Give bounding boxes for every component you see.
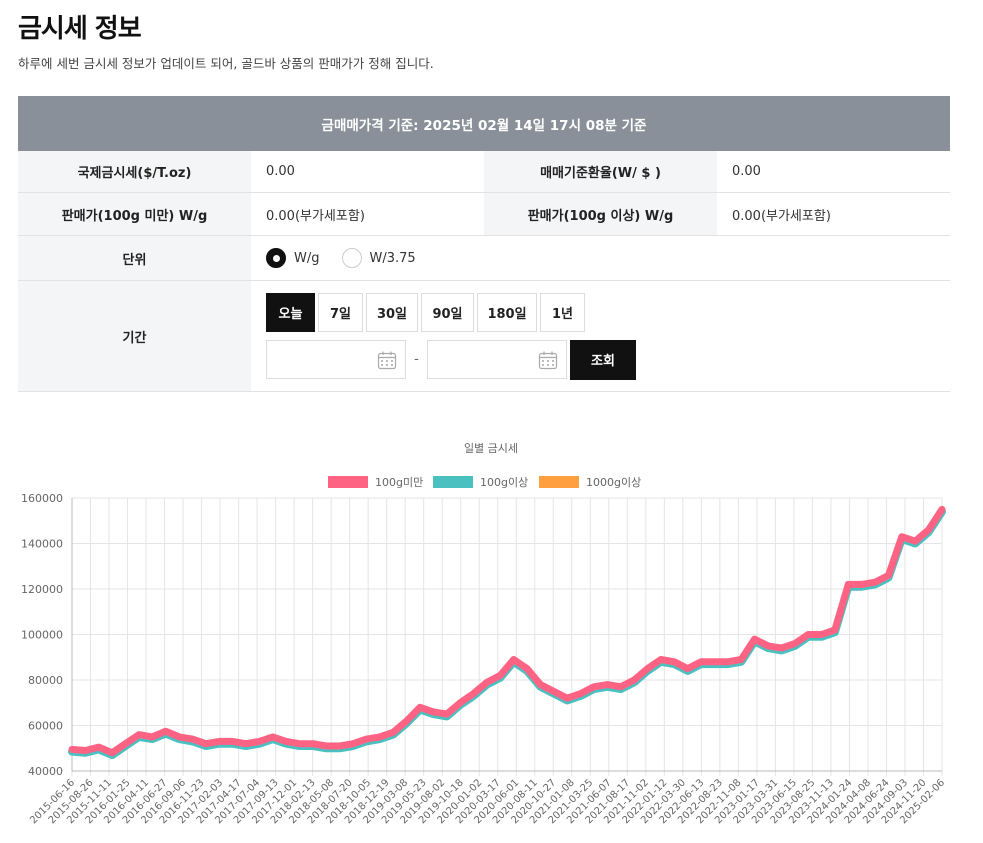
intl-price-label: 국제금시세($/T.oz)	[18, 151, 251, 192]
fx-rate-label: 매매기준환율(W/ $ )	[484, 151, 717, 192]
row-period: 기간 오늘 7일 30일 90일 180일 1년	[18, 281, 950, 392]
unit-radio-wg[interactable]: W/g	[266, 248, 320, 268]
period-90d-button[interactable]: 90일	[421, 292, 474, 332]
period-1y-button[interactable]: 1년	[540, 292, 585, 332]
page-title: 금시세 정보	[18, 14, 142, 44]
legend-swatch	[328, 476, 368, 488]
period-7d-button[interactable]: 7일	[318, 292, 363, 332]
unit-options: W/g W/3.75	[251, 236, 950, 280]
radio-checked-icon	[266, 248, 286, 268]
row-international: 국제금시세($/T.oz) 0.00 매매기준환율(W/ $ ) 0.00	[18, 151, 950, 193]
unit-radio-w375[interactable]: W/3.75	[341, 248, 416, 268]
unit-label: 단위	[18, 236, 251, 280]
period-label: 기간	[18, 281, 251, 391]
search-button[interactable]: 조회	[570, 339, 636, 380]
date-separator: -	[414, 352, 419, 367]
series-line-0	[68, 505, 946, 757]
legend-swatch	[539, 476, 579, 488]
chart-title: 일별 금시세	[464, 441, 518, 455]
y-tick-label: 160000	[21, 492, 63, 505]
radio-unchecked-icon	[341, 248, 362, 268]
sell-over-label: 판매가(100g 이상) W/g	[484, 193, 717, 235]
y-tick-label: 60000	[28, 720, 63, 733]
y-tick-label: 80000	[28, 674, 63, 687]
legend-label: 1000g이상	[586, 476, 641, 489]
price-basis-header: 금매매가격 기준: 2025년 02월 14일 17시 08분 기준	[18, 96, 950, 151]
gold-price-chart: 일별 금시세 100g미만 100g이상 1000g이상 40000 60000 80000…	[21, 441, 947, 826]
y-tick-label: 120000	[21, 583, 63, 596]
unit-radio-label: W/3.75	[369, 250, 416, 266]
period-controls: 오늘 7일 30일 90일 180일 1년	[251, 281, 950, 391]
sell-over-value: 0.00(부가세포함)	[732, 208, 831, 224]
end-date-input[interactable]	[427, 340, 567, 379]
y-tick-label: 100000	[21, 629, 63, 642]
fx-rate-value: 0.00	[732, 164, 761, 179]
start-date-input[interactable]	[266, 340, 406, 379]
y-tick-label: 40000	[28, 765, 63, 778]
legend-swatch	[433, 476, 473, 488]
calendar-icon	[538, 351, 558, 370]
period-today-button[interactable]: 오늘	[266, 292, 315, 332]
unit-radio-label: W/g	[294, 250, 320, 266]
row-unit: 단위 W/g W/3.75	[18, 236, 950, 281]
calendar-icon	[377, 351, 397, 370]
page-description: 하루에 세번 금시세 정보가 업데이트 되어, 골드바 상품의 판매가가 정해 …	[18, 56, 434, 71]
period-180d-button[interactable]: 180일	[477, 292, 537, 332]
row-sell-price: 판매가(100g 미만) W/g 0.00(부가세포함) 판매가(100g 이상…	[18, 193, 950, 236]
period-30d-button[interactable]: 30일	[366, 292, 418, 332]
gold-price-table: 금매매가격 기준: 2025년 02월 14일 17시 08분 기준 국제금시세…	[18, 96, 950, 392]
legend-label: 100g이상	[480, 476, 528, 489]
intl-price-value: 0.00	[266, 164, 295, 179]
sell-under-label: 판매가(100g 미만) W/g	[18, 193, 251, 235]
legend-label: 100g미만	[375, 476, 423, 489]
y-tick-label: 140000	[21, 538, 63, 551]
sell-under-value: 0.00(부가세포함)	[266, 208, 365, 224]
